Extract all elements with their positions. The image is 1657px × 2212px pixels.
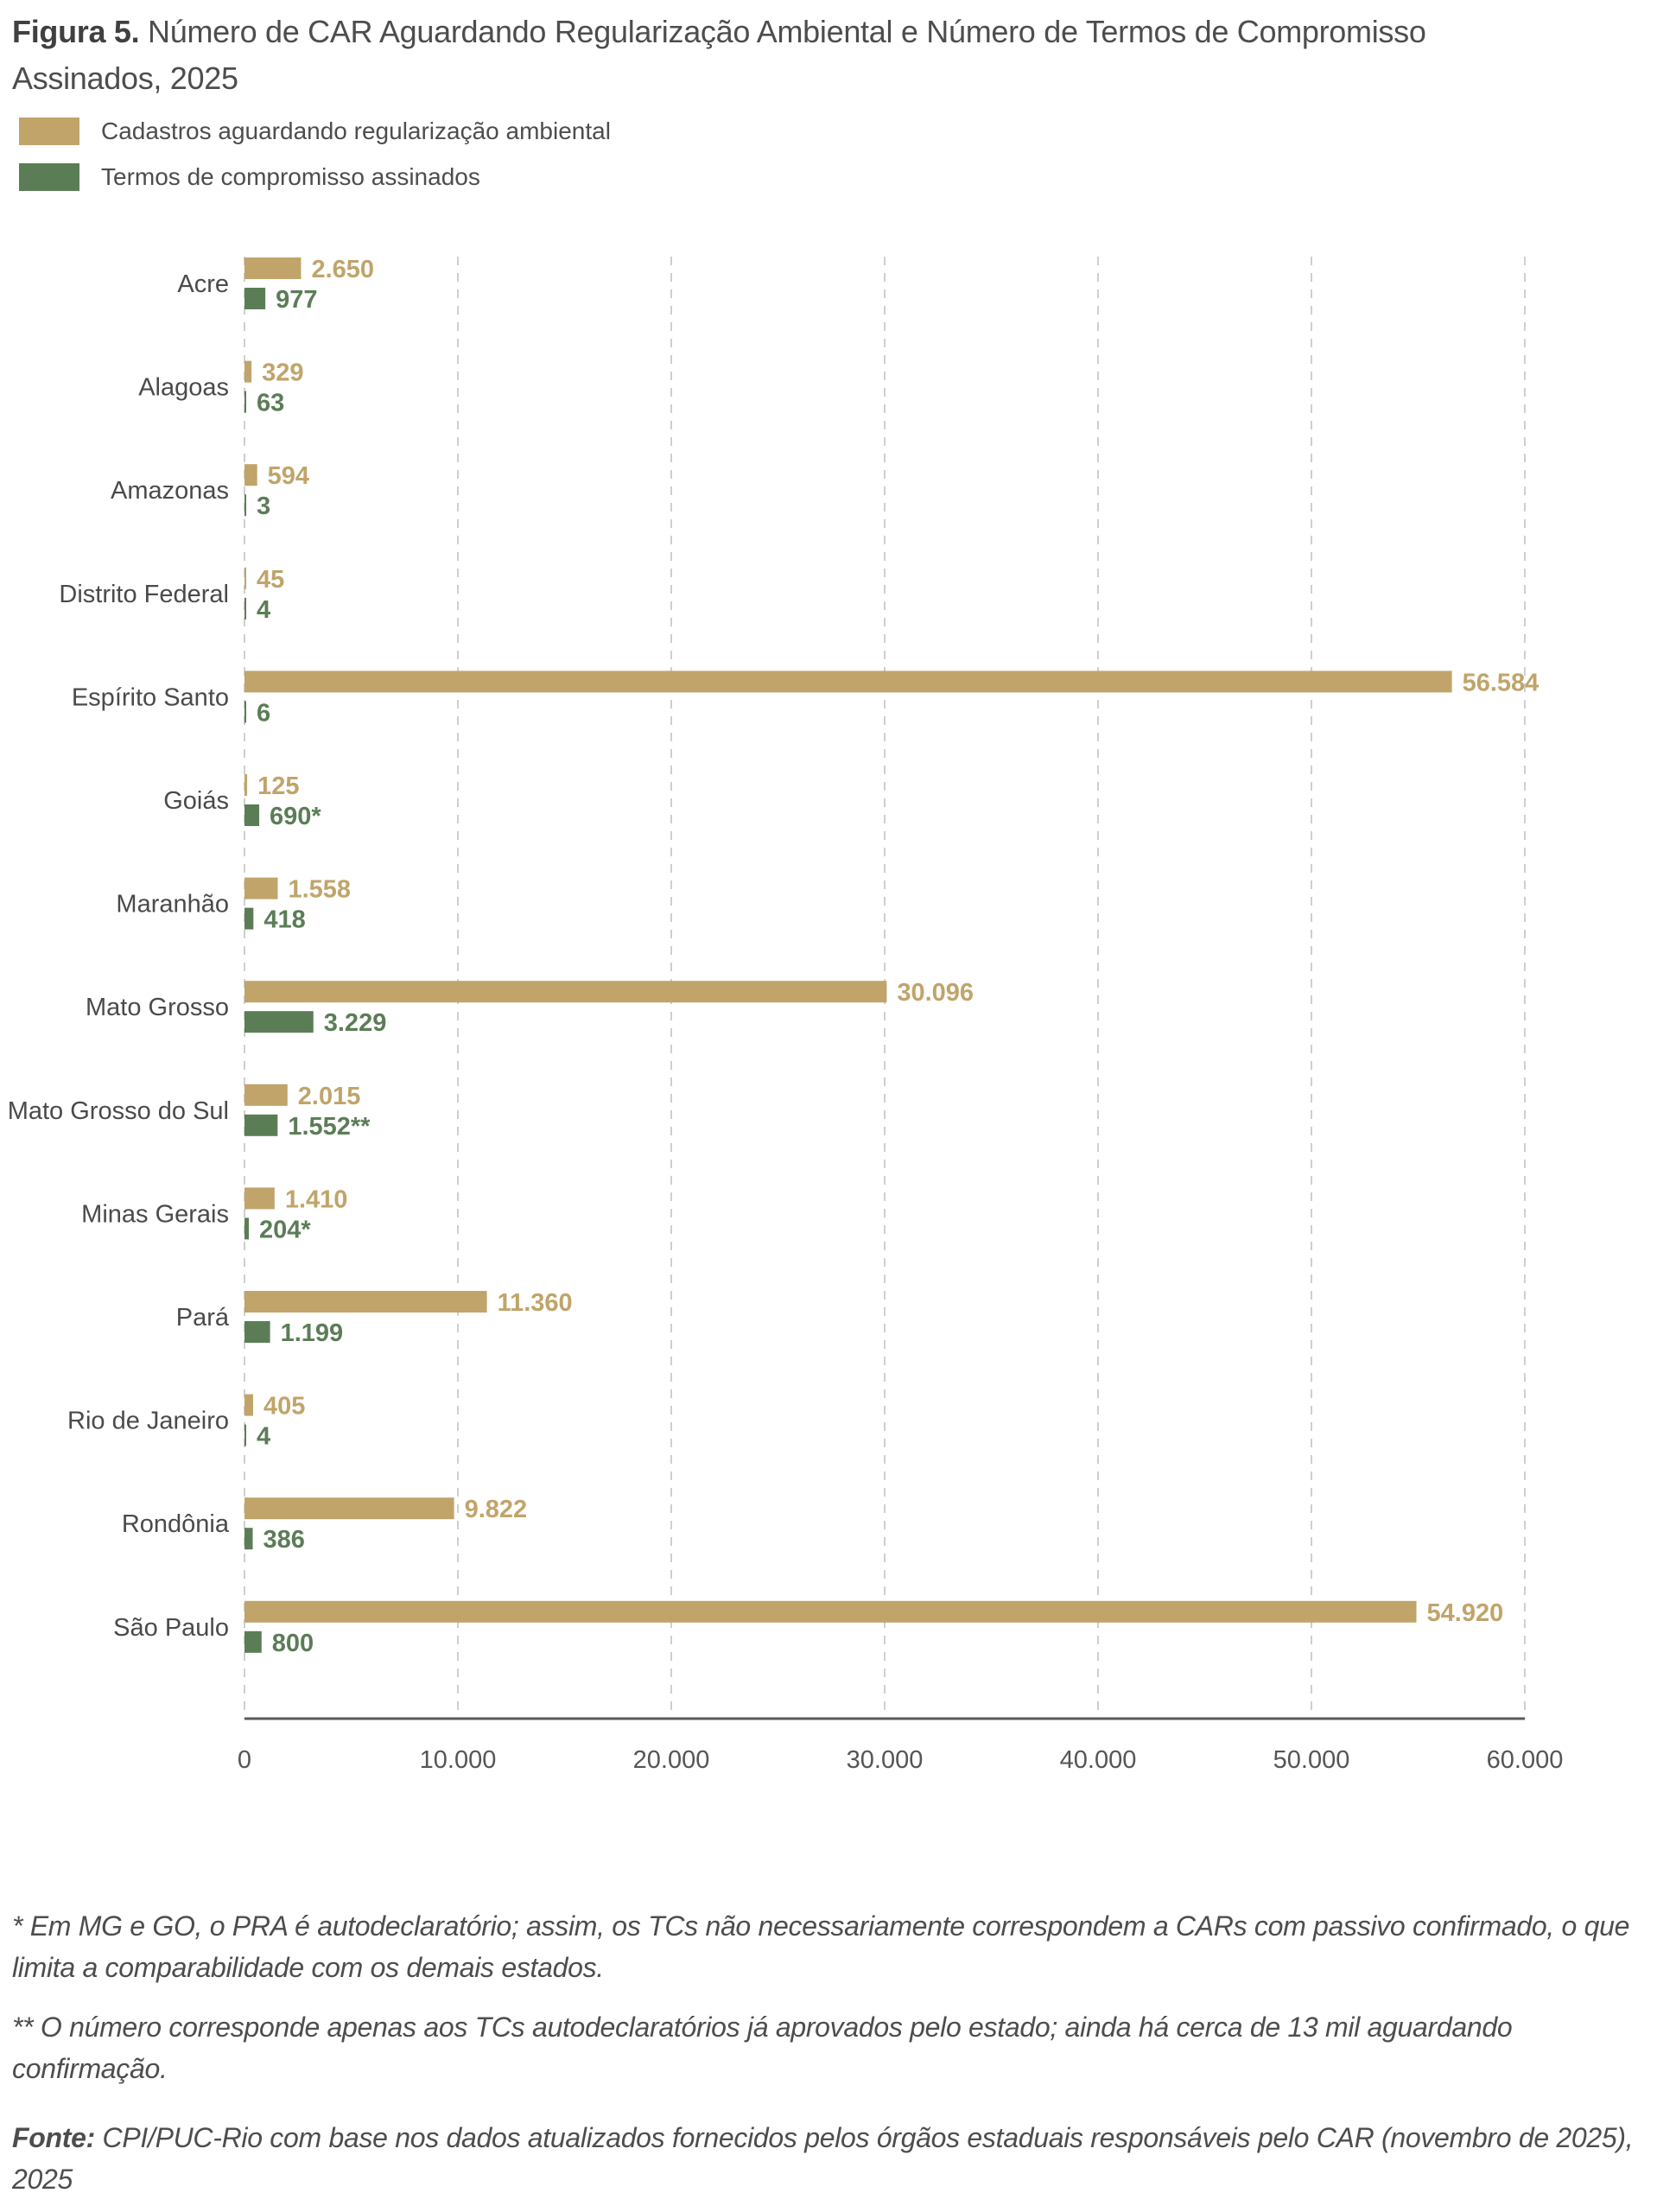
bar-cadastros	[244, 464, 257, 486]
category-label: Mato Grosso do Sul	[8, 1097, 229, 1125]
data-label-termos: 63	[257, 390, 284, 417]
category-label: Rondônia	[122, 1510, 230, 1538]
x-tick-label: 30.000	[847, 1746, 924, 1774]
footnote-double-asterisk: ** O número corresponde apenas aos TCs a…	[12, 2012, 1513, 2084]
bar-termos	[244, 597, 246, 620]
legend-label-termos: Termos de compromisso assinados	[101, 163, 480, 190]
figure-number: Figura 5.	[12, 14, 140, 49]
data-label-cadastros: 2.650	[311, 256, 374, 283]
bar-termos	[244, 1630, 262, 1653]
data-label-cadastros: 2.015	[298, 1083, 361, 1110]
bar-termos	[244, 391, 246, 413]
bar-termos	[244, 1424, 246, 1446]
data-label-termos: 6	[257, 699, 270, 727]
bar-termos	[244, 701, 246, 723]
bar-cadastros	[244, 1394, 254, 1416]
bar-cadastros	[244, 1497, 454, 1520]
category-label: Maranhão	[116, 891, 229, 918]
bar-termos	[244, 804, 260, 826]
data-label-cadastros: 1.410	[285, 1185, 348, 1213]
data-label-termos: 690*	[270, 803, 321, 830]
category-label: Espírito Santo	[72, 683, 229, 711]
legend-swatch-cadastros	[19, 118, 79, 145]
data-label-cadastros: 11.360	[498, 1289, 573, 1317]
x-tick-label: 20.000	[633, 1746, 710, 1774]
data-label-termos: 977	[276, 286, 317, 314]
data-label-cadastros: 594	[268, 462, 309, 490]
category-label: Rio de Janeiro	[67, 1408, 229, 1435]
category-label: Goiás	[163, 787, 229, 815]
bar-cadastros	[244, 1600, 1417, 1623]
bar-termos	[244, 1011, 314, 1033]
bar-termos	[244, 1321, 270, 1343]
category-label: Amazonas	[111, 477, 229, 505]
data-label-termos: 386	[263, 1526, 305, 1554]
data-label-cadastros: 56.584	[1463, 669, 1540, 696]
figure-title: Figura 5. Número de CAR Aguardando Regul…	[12, 9, 1567, 102]
x-tick-label: 50.000	[1273, 1746, 1350, 1774]
data-label-cadastros: 9.822	[465, 1496, 528, 1523]
x-tick-label: 40.000	[1060, 1746, 1137, 1774]
footnote-single-asterisk: * Em MG e GO, o PRA é autodeclaratório; …	[12, 1910, 1630, 1983]
bar-termos	[244, 907, 254, 930]
data-label-termos: 3	[257, 493, 270, 520]
legend-label-cadastros: Cadastros aguardando regularização ambie…	[101, 118, 611, 144]
legend-item-termos: Termos de compromisso assinados	[19, 163, 480, 191]
data-label-cadastros: 45	[257, 566, 284, 594]
bar-cadastros	[244, 1084, 288, 1106]
category-label: Alagoas	[138, 374, 229, 402]
data-label-termos: 800	[272, 1630, 314, 1657]
bar-termos	[244, 1217, 250, 1240]
bar-cadastros	[244, 774, 248, 796]
data-label-termos: 4	[257, 1423, 270, 1451]
x-tick-label: 60.000	[1487, 1746, 1564, 1774]
category-label: Pará	[176, 1304, 230, 1332]
bar-termos	[244, 1528, 253, 1550]
data-label-termos: 4	[257, 596, 270, 624]
bar-cadastros	[244, 671, 1452, 693]
category-label: Acre	[177, 270, 229, 298]
bar-cadastros	[244, 567, 246, 589]
bar-cadastros	[244, 257, 302, 279]
bar-cadastros	[244, 1291, 487, 1313]
data-label-cadastros: 405	[263, 1393, 305, 1421]
bar-cadastros	[244, 1187, 275, 1210]
bar-cadastros	[244, 981, 887, 1003]
category-label: São Paulo	[113, 1614, 229, 1642]
category-label: Distrito Federal	[59, 581, 229, 608]
legend-swatch-termos	[19, 163, 79, 191]
source-note: Fonte: CPI/PUC-Rio com base nos dados at…	[12, 2117, 1636, 2200]
bar-termos	[244, 1114, 278, 1136]
legend-item-cadastros: Cadastros aguardando regularização ambie…	[19, 118, 611, 145]
data-label-cadastros: 125	[257, 772, 299, 800]
data-label-termos: 1.199	[281, 1319, 344, 1347]
source-text: CPI/PUC-Rio com base nos dados atualizad…	[12, 2122, 1634, 2195]
data-label-termos: 1.552**	[288, 1113, 371, 1141]
bar-cadastros	[244, 877, 278, 899]
category-label: Mato Grosso	[86, 994, 229, 1021]
category-label: Minas Gerais	[81, 1200, 229, 1228]
bar-chart: 0 10.000 20.000 30.000 40.000 50.000 60.000 Acr…	[8, 256, 1564, 1774]
data-label-termos: 418	[263, 906, 305, 934]
data-label-termos: 3.229	[324, 1009, 387, 1037]
data-label-cadastros: 54.920	[1427, 1599, 1504, 1627]
bar-termos	[244, 494, 246, 517]
data-label-cadastros: 30.096	[897, 979, 974, 1007]
x-tick-label: 10.000	[420, 1746, 497, 1774]
source-label: Fonte:	[12, 2122, 95, 2153]
figure-title-text: Número de CAR Aguardando Regularização A…	[12, 14, 1426, 96]
data-label-cadastros: 329	[262, 359, 303, 387]
data-label-termos: 204*	[259, 1216, 311, 1243]
bar-termos	[244, 288, 266, 309]
bar-cadastros	[244, 360, 252, 383]
x-tick-label: 0	[238, 1746, 251, 1774]
data-label-cadastros: 1.558	[288, 876, 351, 904]
